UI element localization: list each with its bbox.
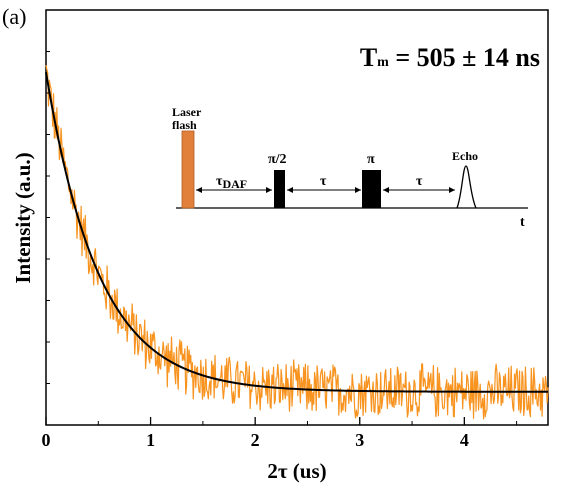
data-series-line [45,65,549,420]
pi-pulse [362,170,381,208]
delay-tau-arrow-2 [383,187,455,193]
tm-annotation-subscript: m [377,55,389,70]
echo-label: Echo [452,149,478,163]
x-tick-label: 4 [460,430,469,450]
x-tick-label: 1 [146,430,155,450]
x-axis-title: 2τ (us) [267,459,326,483]
fit-series-layer [45,72,548,393]
y-axis-ticks [46,9,50,384]
delay-tau-label-1: τ [320,174,327,189]
laser-label-line1: Laser [172,105,202,119]
x-tick-label: 3 [355,430,364,450]
pulse-time-axis-label: t [520,215,525,230]
plot-frame [45,9,549,426]
laser-flash-bar [181,130,195,209]
delay-daf-label: τDAF [216,174,247,191]
pi-half-pulse [274,170,285,208]
delay-tau-label-2: τ [416,174,423,189]
pi-label: π [367,152,375,167]
tm-annotation: Tm = 505 ± 14 ns [360,43,540,72]
echo-signal [456,165,477,209]
delay-daf-arrow [196,187,272,193]
tm-annotation-prefix: T [360,43,377,72]
pulse-sequence-inset: t Laser flash τDAF π/2 τ π [172,105,528,230]
x-tick-label: 0 [42,430,51,450]
delay-daf-symbol: τ [216,174,223,189]
y-axis-title: Intensity (a.u.) [11,152,35,283]
x-tick-label: 2 [251,430,260,450]
pi-half-label: π/2 [268,152,287,167]
tm-annotation-value: = 505 ± 14 ns [389,43,540,72]
x-axis-ticks: 0 1 2 3 4 [42,417,518,450]
panel-label: (a) [2,4,26,29]
fit-series-line [45,72,548,393]
delay-daf-subscript: DAF [222,177,247,191]
laser-label-line2: flash [172,118,197,132]
delay-tau-arrow-1 [287,187,361,193]
data-series-layer [45,65,549,420]
